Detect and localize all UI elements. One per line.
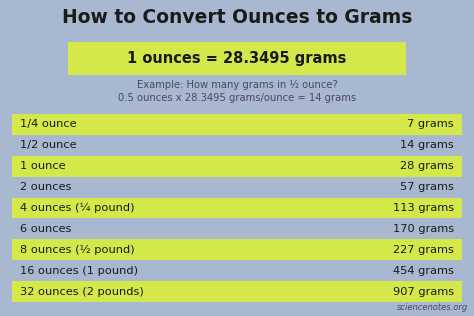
Text: Example: How many grams in ½ ounce?: Example: How many grams in ½ ounce? [137,80,337,90]
Text: 1 ounces = 28.3495 grams: 1 ounces = 28.3495 grams [128,51,346,66]
Bar [12,114,462,135]
Bar [12,239,462,260]
Text: 7 grams: 7 grams [407,119,454,130]
Text: 8 ounces (½ pound): 8 ounces (½ pound) [20,245,135,255]
Bar [12,281,462,302]
Text: 14 grams: 14 grams [400,140,454,150]
Text: 1/2 ounce: 1/2 ounce [20,140,77,150]
Text: 16 ounces (1 pound): 16 ounces (1 pound) [20,266,138,276]
Text: 170 grams: 170 grams [393,224,454,234]
Text: 32 ounces (2 pounds): 32 ounces (2 pounds) [20,287,144,296]
Text: 2 ounces: 2 ounces [20,182,72,192]
Text: 6 ounces: 6 ounces [20,224,72,234]
Bar [68,42,406,75]
Text: 4 ounces (¼ pound): 4 ounces (¼ pound) [20,203,135,213]
Text: 1/4 ounce: 1/4 ounce [20,119,77,130]
Text: 57 grams: 57 grams [400,182,454,192]
Text: How to Convert Ounces to Grams: How to Convert Ounces to Grams [62,8,412,27]
Bar [12,198,462,218]
Text: 1 ounce: 1 ounce [20,161,65,171]
Text: 28 grams: 28 grams [400,161,454,171]
Bar [12,156,462,177]
Text: 907 grams: 907 grams [393,287,454,296]
Text: 454 grams: 454 grams [393,266,454,276]
Text: 227 grams: 227 grams [393,245,454,255]
Text: 113 grams: 113 grams [393,203,454,213]
Text: 0.5 ounces x 28.3495 grams/ounce = 14 grams: 0.5 ounces x 28.3495 grams/ounce = 14 gr… [118,93,356,103]
Text: sciencenotes.org: sciencenotes.org [397,303,468,312]
